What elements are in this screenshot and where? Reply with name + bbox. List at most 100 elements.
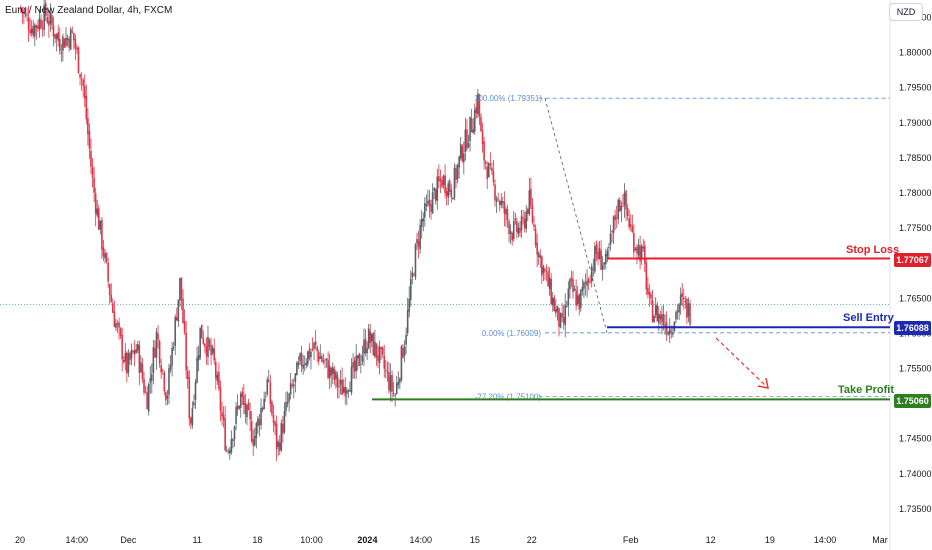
y-tick-label: 1.74500 <box>899 434 932 444</box>
candle-body <box>436 176 439 201</box>
candle-body <box>305 362 308 366</box>
candle-body <box>424 203 426 218</box>
candle-body <box>138 344 141 373</box>
candle-body <box>409 279 412 300</box>
y-tick-label: 1.80000 <box>899 48 932 58</box>
candle-body <box>322 360 325 363</box>
candle-body <box>333 368 336 380</box>
candle-body <box>311 348 314 350</box>
candle-body <box>678 304 680 313</box>
candle-body <box>537 253 540 258</box>
candle-body <box>124 352 127 362</box>
candle-body <box>597 252 599 259</box>
candle-body <box>556 305 559 312</box>
currency-button[interactable]: NZD <box>889 3 923 21</box>
candle-body <box>651 300 654 323</box>
candle-body <box>575 290 577 306</box>
candle-body <box>689 303 691 325</box>
candle-body <box>408 298 411 312</box>
candle-body <box>369 331 372 343</box>
candle-body <box>370 333 373 342</box>
candle-body <box>171 347 173 366</box>
candle-body <box>512 221 515 240</box>
candle-body <box>473 109 476 132</box>
candle-body <box>65 37 67 46</box>
candle-body <box>230 439 233 453</box>
candle-body <box>266 379 269 395</box>
candle-body <box>263 398 265 410</box>
candle-body <box>258 419 261 426</box>
candle-body <box>495 199 498 202</box>
candle-body <box>425 204 428 206</box>
candle-body <box>46 17 49 23</box>
candle-body <box>670 331 673 333</box>
candle-body <box>275 423 278 450</box>
candle-body <box>146 392 148 410</box>
candle-body <box>229 450 231 454</box>
candle-body <box>444 175 446 194</box>
candle-body <box>238 405 240 409</box>
candle-body <box>383 356 386 369</box>
x-tick-label: 14:00 <box>409 535 432 545</box>
candle-body <box>161 369 164 371</box>
candle-body <box>516 220 518 233</box>
candle-body <box>572 279 574 293</box>
candle-body <box>280 423 283 451</box>
candle-body <box>341 379 343 395</box>
candle-body <box>93 177 95 193</box>
candle-body <box>49 12 52 24</box>
candle-body <box>350 366 353 393</box>
candle-body <box>271 401 273 415</box>
candle-body <box>160 364 162 373</box>
candle-body <box>558 308 560 327</box>
x-tick-label: 11 <box>192 535 201 545</box>
candle-body <box>294 373 297 382</box>
candle-body <box>73 32 75 41</box>
candle-body <box>681 292 684 297</box>
candle-body <box>66 38 69 41</box>
candle-body <box>77 47 80 73</box>
candle-body <box>314 341 317 346</box>
candle-body <box>261 407 264 411</box>
candle-body <box>639 245 641 262</box>
candle-body <box>116 323 119 325</box>
candle-body <box>37 25 39 29</box>
candle-body <box>202 337 205 344</box>
candle-body <box>530 188 532 206</box>
candle-body <box>570 277 573 281</box>
candle-body <box>452 197 454 200</box>
candle-body <box>236 405 239 410</box>
candle-body <box>210 345 212 356</box>
candle-body <box>158 340 161 364</box>
candle-body <box>656 304 659 322</box>
candle-body <box>169 365 172 370</box>
candle-body <box>110 294 113 302</box>
candle-body <box>392 393 395 395</box>
candle-body <box>612 216 615 233</box>
candle-body <box>349 390 351 392</box>
candle-body <box>282 424 284 434</box>
candle-body <box>405 334 407 345</box>
candle-body <box>406 310 409 334</box>
candle-body <box>218 372 220 389</box>
candle-body <box>227 451 230 453</box>
candle-body <box>620 206 623 211</box>
candle-body <box>310 351 312 358</box>
candle-body <box>115 323 117 329</box>
x-tick-label: Mar <box>872 535 888 545</box>
x-tick-label: 22 <box>527 535 537 545</box>
candle-body <box>600 250 602 270</box>
candle-body <box>63 38 66 48</box>
candle-body <box>118 322 120 328</box>
candle-body <box>508 221 510 235</box>
candle-body <box>475 107 478 114</box>
candle-body <box>90 151 92 167</box>
candle-body <box>300 352 303 367</box>
candle-body <box>598 248 601 259</box>
candle-body <box>200 324 203 339</box>
candle-body <box>182 298 184 323</box>
candle-body <box>54 34 56 39</box>
candle-body <box>358 353 361 367</box>
candle-body <box>96 208 99 216</box>
